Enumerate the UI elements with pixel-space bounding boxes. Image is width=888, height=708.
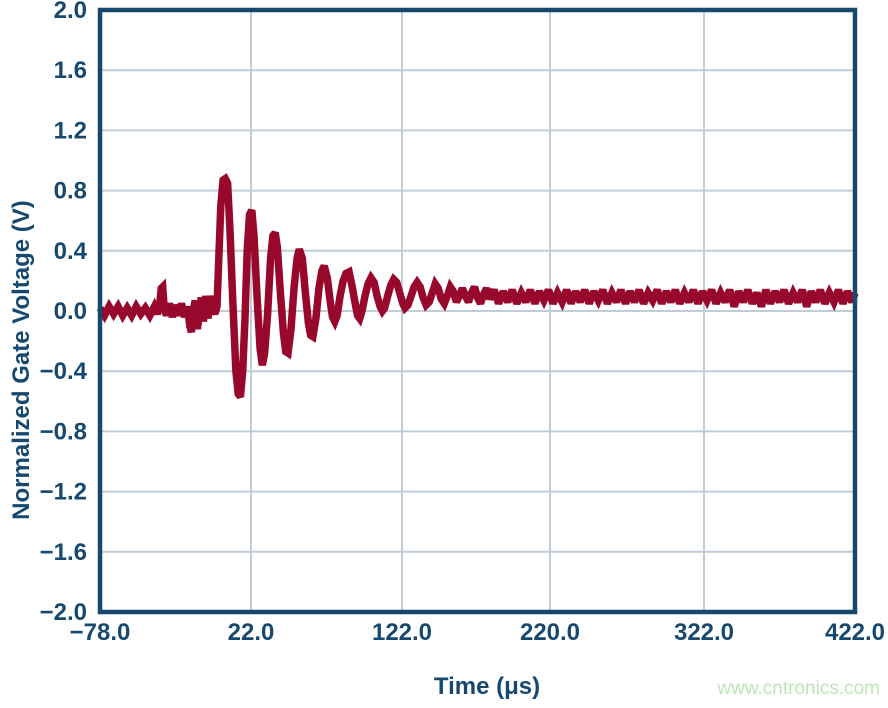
x-tick-label: 422.0 xyxy=(825,619,885,646)
y-tick-label: −1.6 xyxy=(40,539,87,566)
y-tick-label: −0.8 xyxy=(40,418,87,445)
x-tick-label: −78.0 xyxy=(70,619,131,646)
watermark: www.cntronics.com xyxy=(717,678,880,699)
x-tick-label: 322.0 xyxy=(674,619,734,646)
y-tick-label: 1.6 xyxy=(54,57,87,84)
x-tick-label: 22.0 xyxy=(228,619,275,646)
y-axis-title: Normalized Gate Voltage (V) xyxy=(8,200,35,520)
x-axis-title: Time (μs) xyxy=(433,673,541,700)
waveform-trace xyxy=(96,173,859,400)
y-tick-label: 1.2 xyxy=(54,117,87,144)
y-tick-label: −2.0 xyxy=(40,599,87,626)
x-tick-label: 122.0 xyxy=(372,619,432,646)
y-tick-label: −1.2 xyxy=(40,479,87,506)
plot-border xyxy=(97,7,858,615)
x-tick-label: 220.0 xyxy=(520,619,580,646)
y-tick-label: 0.0 xyxy=(54,298,87,325)
y-tick-label: 0.8 xyxy=(54,178,87,205)
y-tick-label: −0.4 xyxy=(40,358,88,385)
y-tick-label: 2.0 xyxy=(54,0,87,24)
y-tick-label: 0.4 xyxy=(54,238,88,265)
